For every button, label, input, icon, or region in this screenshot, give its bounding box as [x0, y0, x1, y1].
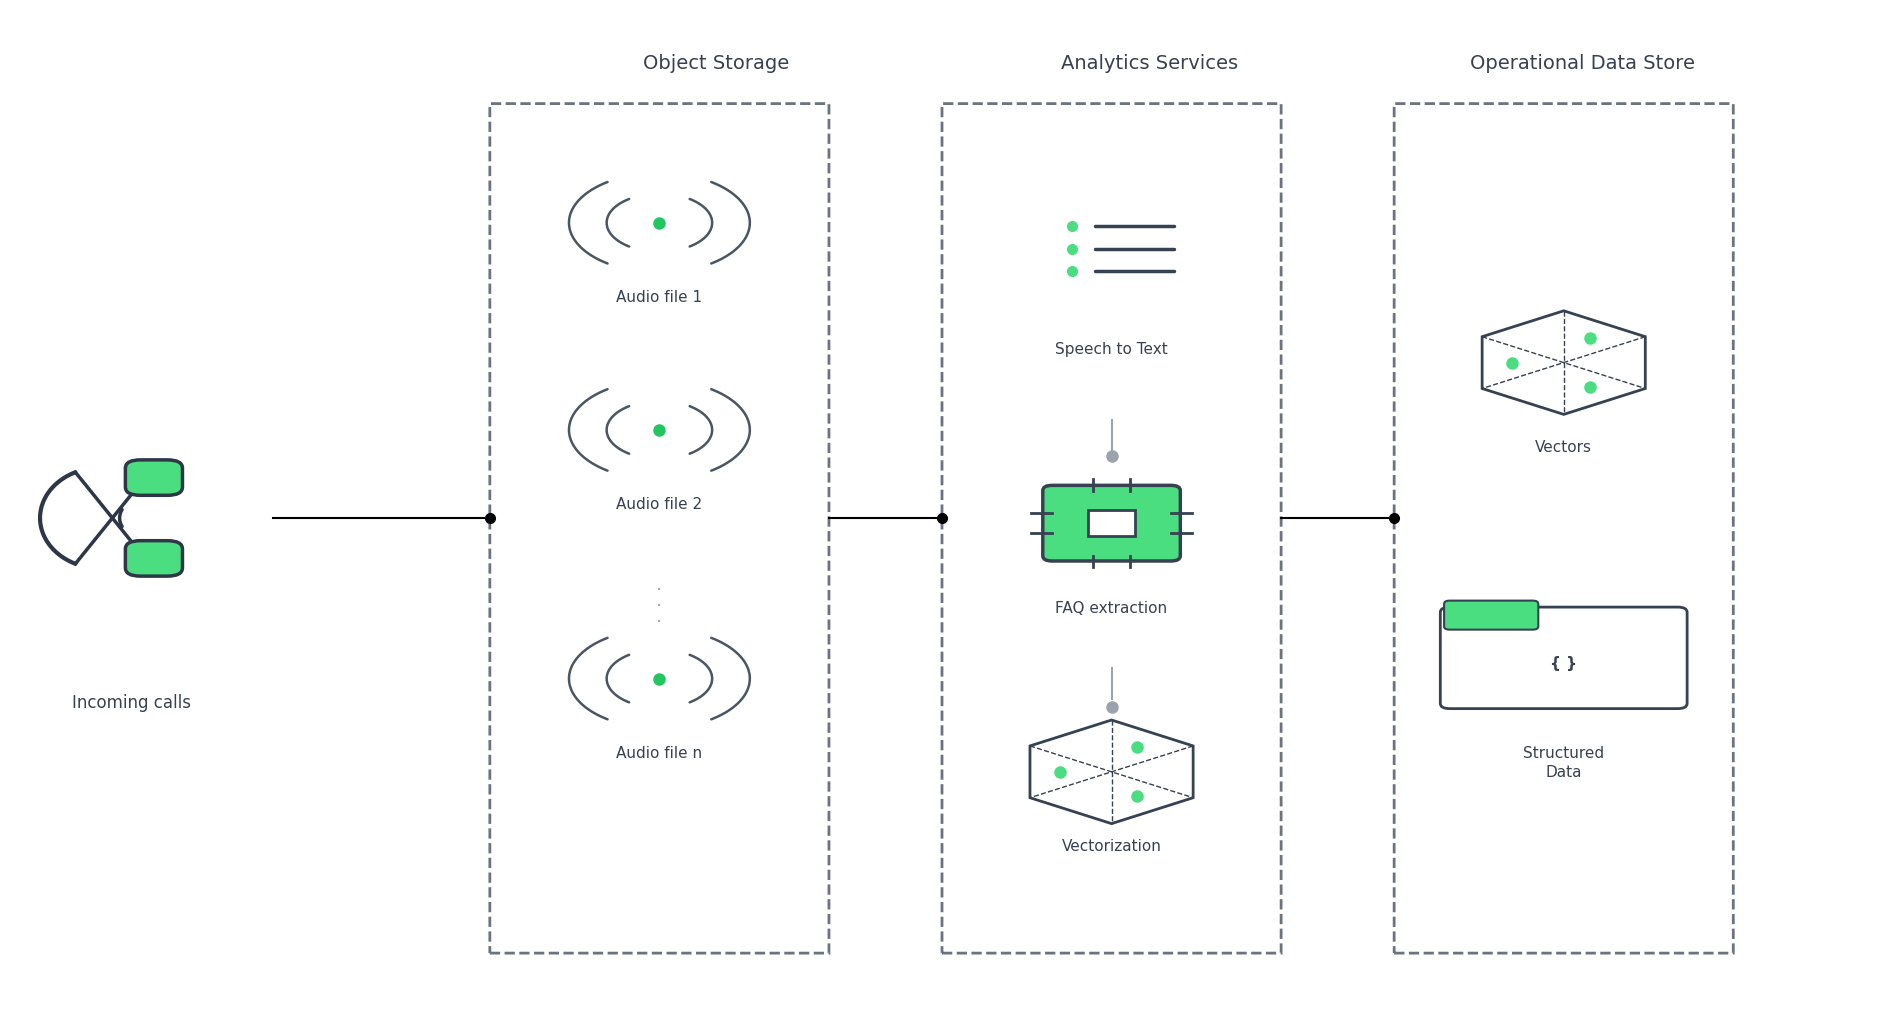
Text: Object Storage: Object Storage — [642, 54, 789, 73]
FancyBboxPatch shape — [1443, 601, 1537, 630]
Text: Audio file 1: Audio file 1 — [616, 290, 703, 305]
Text: ·
·
·: · · · — [656, 580, 663, 632]
Text: Audio file 2: Audio file 2 — [616, 497, 703, 512]
Text: { }: { } — [1551, 656, 1577, 671]
Text: Structured
Data: Structured Data — [1522, 746, 1605, 779]
Polygon shape — [1483, 311, 1645, 414]
Text: Vectorization: Vectorization — [1061, 839, 1162, 854]
Text: Audio file n: Audio file n — [616, 746, 703, 760]
FancyBboxPatch shape — [1087, 510, 1136, 537]
FancyBboxPatch shape — [126, 460, 183, 495]
Text: FAQ extraction: FAQ extraction — [1055, 601, 1168, 615]
FancyBboxPatch shape — [1044, 486, 1179, 562]
FancyBboxPatch shape — [1439, 607, 1686, 709]
Text: Analytics Services: Analytics Services — [1061, 54, 1238, 73]
Polygon shape — [1031, 720, 1193, 824]
Text: Operational Data Store: Operational Data Store — [1470, 54, 1696, 73]
Text: Speech to Text: Speech to Text — [1055, 342, 1168, 356]
Text: Incoming calls: Incoming calls — [72, 694, 192, 712]
FancyBboxPatch shape — [126, 541, 183, 576]
Text: Vectors: Vectors — [1535, 440, 1592, 455]
